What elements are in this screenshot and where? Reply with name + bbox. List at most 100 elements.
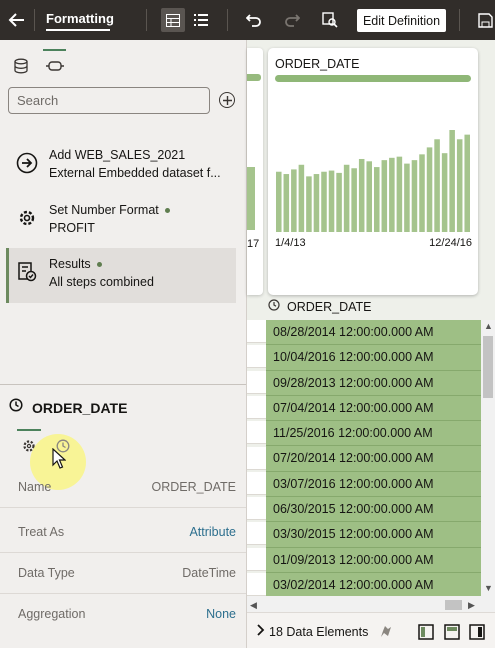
step-add-dataset[interactable]: Add WEB_SALES_2021 External Embedded dat… bbox=[6, 139, 236, 194]
horizontal-scroll-thumb[interactable] bbox=[445, 600, 462, 610]
table-cell[interactable]: 03/02/2014 12:00:00.000 AM bbox=[266, 573, 481, 596]
histogram-bar[interactable] bbox=[381, 160, 388, 232]
search-input[interactable]: Search bbox=[8, 87, 210, 114]
histogram-bar[interactable] bbox=[366, 161, 372, 232]
table-cell[interactable] bbox=[247, 446, 266, 470]
clock-icon bbox=[268, 298, 280, 316]
table-cell[interactable] bbox=[247, 395, 266, 419]
table-cell[interactable] bbox=[247, 497, 266, 521]
data-elements-toggle[interactable]: 18 Data Elements bbox=[257, 624, 368, 639]
scroll-up-icon[interactable]: ▲ bbox=[484, 321, 493, 331]
histogram-bar[interactable] bbox=[396, 156, 403, 232]
back-arrow-icon[interactable] bbox=[4, 8, 30, 32]
undo-icon[interactable] bbox=[242, 8, 266, 32]
histogram-bar[interactable] bbox=[411, 160, 418, 232]
histogram-bar[interactable] bbox=[313, 174, 320, 232]
table-cell[interactable]: 07/04/2014 12:00:00.000 AM bbox=[266, 396, 481, 422]
panel-splitter[interactable] bbox=[246, 40, 247, 648]
edit-definition-button[interactable]: Edit Definition bbox=[357, 9, 446, 32]
histogram-bar[interactable] bbox=[374, 167, 380, 232]
modified-dot bbox=[96, 262, 102, 268]
table-cell[interactable] bbox=[247, 471, 266, 495]
scroll-left-icon[interactable]: ◀ bbox=[250, 600, 257, 610]
layout-left-panel-icon[interactable] bbox=[418, 624, 434, 640]
tab-active-indicator bbox=[17, 429, 41, 431]
histogram-bar[interactable] bbox=[298, 164, 305, 232]
property-label: Treat As bbox=[18, 525, 65, 539]
table-cell[interactable]: 07/20/2014 12:00:00.000 AM bbox=[266, 446, 481, 472]
property-row-name: Name ORDER_DATE bbox=[0, 467, 246, 508]
histogram-bar[interactable] bbox=[449, 130, 455, 232]
histogram-bar[interactable] bbox=[419, 154, 425, 232]
table-cell[interactable] bbox=[247, 573, 266, 596]
histogram-bar[interactable] bbox=[283, 174, 290, 232]
table-cell[interactable]: 11/25/2016 12:00:00.000 AM bbox=[266, 421, 481, 447]
card-title: ORDER_DATE bbox=[275, 57, 360, 71]
treat-as-link[interactable]: Attribute bbox=[189, 525, 236, 539]
histogram-bar[interactable] bbox=[441, 153, 448, 232]
toolbar-divider bbox=[34, 9, 35, 31]
histogram-bar[interactable] bbox=[434, 139, 440, 232]
vertical-scroll-thumb[interactable] bbox=[483, 336, 493, 398]
table-cell[interactable]: 10/04/2016 12:00:00.000 AM bbox=[266, 345, 481, 371]
recommendations-icon[interactable] bbox=[378, 624, 394, 640]
database-icon[interactable] bbox=[8, 55, 34, 77]
table-cell[interactable] bbox=[247, 370, 266, 394]
table-cell[interactable] bbox=[247, 547, 266, 571]
histogram-bar[interactable] bbox=[336, 172, 342, 232]
histogram-bar[interactable] bbox=[343, 164, 350, 232]
chevron-right-icon bbox=[257, 624, 265, 639]
selected-column[interactable]: 08/28/2014 12:00:00.000 AM 10/04/2016 12:… bbox=[266, 320, 481, 596]
redo-icon[interactable] bbox=[280, 8, 304, 32]
clock-tab-icon[interactable] bbox=[53, 437, 73, 455]
table-cell[interactable] bbox=[247, 345, 266, 369]
step-subtitle: All steps combined bbox=[49, 275, 154, 289]
histogram-bar[interactable] bbox=[328, 170, 335, 232]
previous-column-card[interactable] bbox=[247, 48, 263, 295]
page-title[interactable]: Formatting bbox=[46, 11, 114, 26]
histogram-bar[interactable] bbox=[358, 158, 365, 232]
table-cell[interactable]: 06/30/2015 12:00:00.000 AM bbox=[266, 497, 481, 523]
layout-right-panel-icon[interactable] bbox=[469, 624, 485, 640]
horizontal-scrollbar[interactable] bbox=[247, 596, 495, 612]
save-icon[interactable] bbox=[475, 8, 495, 32]
step-set-number-format[interactable]: Set Number Format PROFIT bbox=[6, 194, 236, 249]
data-search-icon[interactable] bbox=[318, 8, 342, 32]
table-cell[interactable] bbox=[247, 320, 266, 343]
table-cell[interactable]: 08/28/2014 12:00:00.000 AM bbox=[266, 320, 481, 346]
histogram-bar[interactable] bbox=[276, 171, 282, 232]
grid-view-icon[interactable] bbox=[161, 8, 185, 32]
table-cell[interactable] bbox=[247, 421, 266, 445]
histogram-bar[interactable] bbox=[351, 168, 357, 232]
scroll-down-icon[interactable]: ▼ bbox=[484, 583, 493, 593]
column-profile-card[interactable]: ORDER_DATE 1/4/13 12/24/16 bbox=[268, 48, 478, 295]
x-tick-label: 12/24/16 bbox=[429, 237, 472, 249]
property-row-data-type: Data Type DateTime bbox=[0, 553, 246, 594]
grid-column-header[interactable]: ORDER_DATE bbox=[268, 298, 372, 316]
table-cell[interactable]: 01/09/2013 12:00:00.000 AM bbox=[266, 548, 481, 573]
property-value[interactable]: ORDER_DATE bbox=[151, 480, 236, 494]
add-step-button[interactable] bbox=[219, 92, 235, 108]
histogram-bar[interactable] bbox=[464, 134, 470, 232]
histogram-bar[interactable] bbox=[321, 171, 327, 232]
column-header-label: ORDER_DATE bbox=[287, 300, 372, 314]
table-cell[interactable]: 03/07/2016 12:00:00.000 AM bbox=[266, 472, 481, 498]
histogram-bar[interactable] bbox=[426, 147, 433, 232]
mouse-pointer-icon bbox=[52, 447, 67, 475]
table-cell[interactable]: 09/28/2013 12:00:00.000 AM bbox=[266, 371, 481, 396]
list-view-icon[interactable] bbox=[189, 8, 213, 32]
histogram-bar[interactable] bbox=[456, 139, 463, 232]
toolbar-divider bbox=[227, 9, 228, 31]
data-flow-icon[interactable] bbox=[42, 55, 68, 77]
histogram-bar[interactable] bbox=[404, 163, 410, 232]
step-results[interactable]: Results All steps combined bbox=[6, 248, 236, 303]
histogram-bar[interactable] bbox=[291, 169, 297, 232]
histogram-bar[interactable] bbox=[306, 176, 312, 232]
table-cell[interactable]: 03/30/2015 12:00:00.000 AM bbox=[266, 522, 481, 548]
aggregation-link[interactable]: None bbox=[206, 607, 236, 621]
layout-top-panel-icon[interactable] bbox=[444, 624, 460, 640]
table-cell[interactable] bbox=[247, 522, 266, 546]
scroll-right-icon[interactable]: ▶ bbox=[468, 600, 475, 610]
toolbar-divider bbox=[146, 9, 147, 31]
histogram-bar[interactable] bbox=[389, 157, 395, 232]
